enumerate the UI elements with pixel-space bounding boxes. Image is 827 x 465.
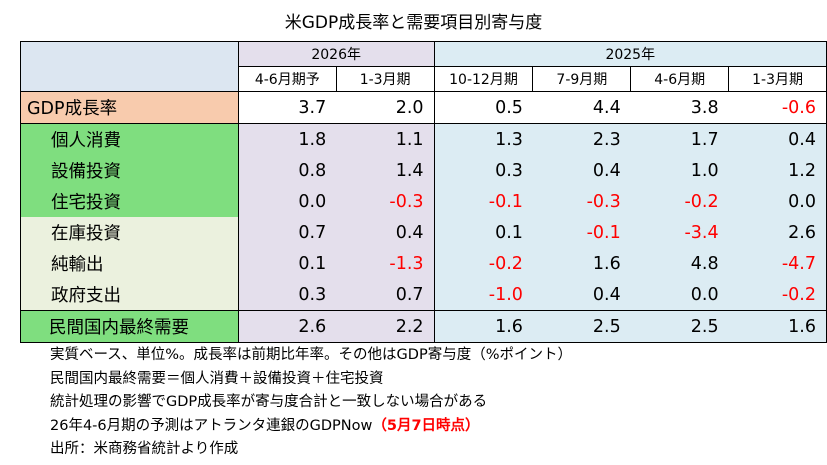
row-label: 純輸出	[20, 248, 239, 279]
column-header: 4-6月期予	[237, 66, 337, 92]
table-cell: 2.6	[237, 310, 337, 343]
table-row: 純輸出 0.1 -1.3 -0.2 1.6 4.8 -4.7	[20, 248, 827, 279]
table-cell: 0.0	[630, 279, 729, 311]
table-cell: 3.7	[237, 91, 337, 124]
table-cell: -3.4	[630, 217, 729, 248]
note-gdpnow-date: （5月7日時点）	[372, 417, 480, 434]
row-label: 設備投資	[20, 155, 239, 186]
table-cell: 2.3	[532, 123, 631, 155]
table-cell: 1.1	[336, 123, 435, 155]
table-cell: 0.8	[237, 155, 337, 186]
table-cell: 0.4	[532, 279, 631, 311]
table-row: 個人消費 1.8 1.1 1.3 2.3 1.7 0.4	[20, 123, 827, 155]
row-label: GDP成長率	[20, 91, 239, 124]
table-cell: 1.7	[630, 123, 729, 155]
table-row: 設備投資 0.8 1.4 0.3 0.4 1.0 1.2	[20, 155, 827, 186]
table-cell: -0.2	[728, 279, 827, 311]
table-cell: 0.4	[532, 155, 631, 186]
column-header: 1-3月期	[728, 66, 827, 92]
table-cell: 3.8	[630, 91, 729, 124]
table-cell: 0.7	[336, 279, 435, 311]
table-cell: -0.6	[728, 91, 827, 124]
table-cell: 1.6	[433, 310, 533, 343]
chart-title: 米GDP成長率と需要項目別寄与度	[284, 13, 543, 33]
note-gdpnow: 26年4-6月期の予測はアトランタ連銀のGDPNow（5月7日時点）	[50, 415, 572, 439]
table-cell: 0.5	[433, 91, 533, 124]
table-cell: 4.4	[532, 91, 631, 124]
year-header-2025: 2025年	[433, 41, 827, 67]
table-row: 在庫投資 0.7 0.4 0.1 -0.1 -3.4 2.6	[20, 217, 827, 248]
source-note: 出所：米商務省統計より作成	[50, 441, 239, 457]
table-cell: -0.3	[336, 186, 435, 217]
table-cell: 1.6	[532, 248, 631, 279]
table-cell: -0.1	[532, 217, 631, 248]
table-cell: 0.3	[433, 155, 533, 186]
table-row: 住宅投資 0.0 -0.3 -0.1 -0.3 -0.2 0.0	[20, 186, 827, 217]
table-row: 民間国内最終需要 2.6 2.2 1.6 2.5 2.5 1.6	[20, 310, 827, 343]
table-cell: 0.0	[728, 186, 827, 217]
table-cell: 0.3	[237, 279, 337, 311]
table-cell: 4.8	[630, 248, 729, 279]
column-header: 7-9月期	[532, 66, 631, 92]
column-header: 4-6月期	[630, 66, 729, 92]
table-cell: 0.0	[237, 186, 337, 217]
table-cell: 1.6	[728, 310, 827, 343]
table-cell: 2.2	[336, 310, 435, 343]
table-row: 政府支出 0.3 0.7 -1.0 0.4 0.0 -0.2	[20, 279, 827, 311]
table-cell: -1.0	[433, 279, 533, 311]
table-cell: -0.3	[532, 186, 631, 217]
table-cell: 1.8	[237, 123, 337, 155]
table-cell: -4.7	[728, 248, 827, 279]
table-cell: 2.0	[336, 91, 435, 124]
table-cell: 2.5	[532, 310, 631, 343]
column-header: 10-12月期	[433, 66, 533, 92]
row-label: 個人消費	[20, 123, 239, 155]
notes: 実質ベース、単位%。成長率は前期比年率。その他はGDP寄与度（%ポイント） 民間…	[50, 344, 572, 462]
table-cell: 2.5	[630, 310, 729, 343]
row-label: 政府支出	[20, 279, 239, 311]
table-cell: 0.4	[336, 217, 435, 248]
table-cell: 0.1	[237, 248, 337, 279]
note-gdpnow-text: 26年4-6月期の予測はアトランタ連銀のGDPNow	[50, 417, 373, 434]
table-cell: 0.7	[237, 217, 337, 248]
table-cell: 1.2	[728, 155, 827, 186]
note-line: 実質ベース、単位%。成長率は前期比年率。その他はGDP寄与度（%ポイント）	[50, 347, 572, 363]
note-line: 統計処理の影響でGDP成長率が寄与度合計と一致しない場合がある	[50, 394, 488, 410]
header-blank	[20, 41, 239, 92]
row-label: 在庫投資	[20, 217, 239, 248]
table-row: GDP成長率 3.7 2.0 0.5 4.4 3.8 -0.6	[20, 91, 827, 124]
table-cell: -0.1	[433, 186, 533, 217]
table-cell: 0.1	[433, 217, 533, 248]
note-line: 民間国内最終需要＝個人消費＋設備投資＋住宅投資	[50, 370, 384, 387]
table-cell: -0.2	[433, 248, 533, 279]
table-cell: -0.2	[630, 186, 729, 217]
row-label: 民間国内最終需要	[20, 310, 239, 343]
table-cell: 0.4	[728, 123, 827, 155]
row-label: 住宅投資	[20, 186, 239, 217]
column-header: 1-3月期	[335, 66, 435, 92]
year-header-2026: 2026年	[237, 41, 435, 67]
table-cell: 1.3	[433, 123, 533, 155]
gdp-table: 2026年 2025年 4-6月期予 1-3月期 10-12月期 7-9月期 4…	[20, 41, 827, 343]
table-cell: 2.6	[728, 217, 827, 248]
table-cell: -1.3	[336, 248, 435, 279]
table-cell: 1.0	[630, 155, 729, 186]
table-cell: 1.4	[336, 155, 435, 186]
